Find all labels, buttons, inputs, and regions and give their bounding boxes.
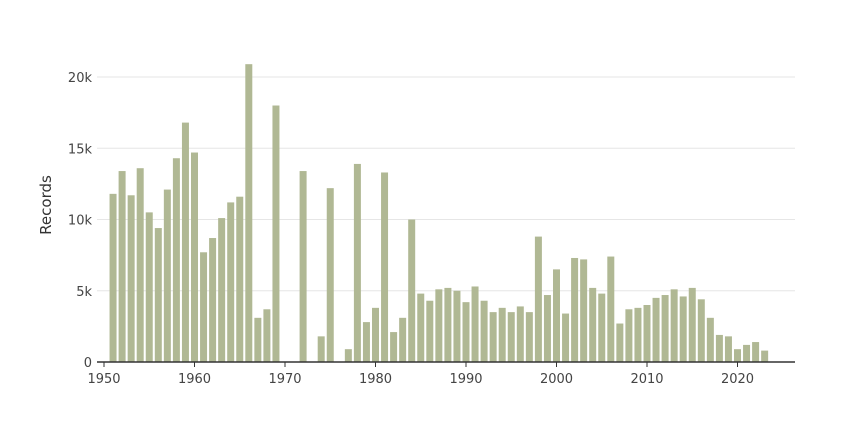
- bar-2021[interactable]: [743, 344, 751, 362]
- bar-1980[interactable]: [372, 307, 379, 362]
- x-tick-label: 1950: [87, 372, 120, 387]
- bar-2010[interactable]: [643, 305, 651, 362]
- x-tick-label: 1980: [359, 372, 392, 387]
- x-tick-label: 2020: [721, 372, 754, 387]
- bar-2012[interactable]: [661, 295, 669, 362]
- bar-1979[interactable]: [362, 322, 370, 362]
- bar-1989[interactable]: [453, 290, 461, 362]
- bar-1997[interactable]: [525, 312, 533, 362]
- bar-1978[interactable]: [353, 163, 361, 362]
- bar-2014[interactable]: [679, 296, 687, 362]
- bar-1975[interactable]: [326, 188, 334, 362]
- x-tick-label: 2010: [630, 372, 663, 387]
- x-tick-label: 1960: [178, 372, 211, 387]
- bar-2015[interactable]: [688, 287, 696, 362]
- bar-2013[interactable]: [670, 289, 678, 362]
- bar-1952[interactable]: [118, 171, 126, 362]
- bar-2005[interactable]: [598, 293, 606, 362]
- bar-1993[interactable]: [489, 312, 497, 362]
- bar-1972[interactable]: [299, 171, 307, 362]
- bar-2011[interactable]: [652, 297, 660, 362]
- bar-1984[interactable]: [408, 219, 416, 363]
- bar-1985[interactable]: [417, 293, 425, 362]
- bar-2018[interactable]: [715, 334, 723, 362]
- bar-2007[interactable]: [616, 323, 624, 362]
- bar-1987[interactable]: [435, 289, 443, 362]
- bars: [109, 64, 769, 363]
- bar-1954[interactable]: [136, 168, 144, 362]
- bar-1959[interactable]: [181, 122, 189, 362]
- bar-1951[interactable]: [109, 193, 117, 362]
- bar-1966[interactable]: [245, 64, 253, 363]
- bar-1974[interactable]: [317, 336, 325, 362]
- bar-1960[interactable]: [191, 152, 198, 362]
- y-tick-label: 15k: [68, 142, 93, 157]
- bar-1998[interactable]: [534, 236, 542, 362]
- bar-2000[interactable]: [553, 269, 560, 362]
- bar-1968[interactable]: [263, 309, 271, 362]
- bar-2022[interactable]: [752, 342, 760, 362]
- bar-1995[interactable]: [507, 312, 515, 362]
- y-tick-label: 20k: [68, 71, 93, 86]
- bar-1956[interactable]: [154, 228, 162, 362]
- bar-1957[interactable]: [163, 189, 171, 362]
- bar-1958[interactable]: [172, 158, 180, 362]
- bar-1969[interactable]: [272, 105, 280, 363]
- bar-2017[interactable]: [706, 317, 714, 362]
- bar-2001[interactable]: [562, 313, 570, 362]
- bar-1977[interactable]: [344, 349, 352, 362]
- bar-1967[interactable]: [254, 317, 262, 362]
- y-tick-label: 10k: [68, 214, 93, 229]
- bar-1996[interactable]: [516, 306, 524, 362]
- bar-1991[interactable]: [471, 286, 479, 362]
- bar-1988[interactable]: [444, 287, 452, 362]
- bar-2019[interactable]: [724, 336, 732, 362]
- y-axis-title: Records: [37, 175, 55, 235]
- x-axis-ticks: 1950 1960 1970 1980 1990 2000 2010 2020: [87, 362, 754, 387]
- bar-1990[interactable]: [462, 302, 470, 362]
- x-tick-label: 1970: [268, 372, 301, 387]
- bar-1999[interactable]: [543, 295, 551, 362]
- bar-2002[interactable]: [571, 257, 579, 362]
- bar-2009[interactable]: [634, 307, 642, 362]
- bar-2016[interactable]: [697, 299, 705, 362]
- bar-1986[interactable]: [426, 300, 434, 362]
- bar-2004[interactable]: [589, 287, 597, 362]
- bar-1961[interactable]: [200, 252, 208, 362]
- bar-2003[interactable]: [580, 259, 588, 362]
- x-tick-label: 2000: [540, 372, 573, 387]
- bar-1962[interactable]: [209, 238, 217, 362]
- bar-2023[interactable]: [761, 350, 769, 362]
- bar-1981[interactable]: [381, 172, 389, 362]
- bar-1953[interactable]: [127, 195, 135, 362]
- bar-2020[interactable]: [734, 349, 741, 362]
- bar-1965[interactable]: [236, 196, 244, 362]
- bar-1994[interactable]: [498, 307, 506, 362]
- x-tick-label: 1990: [449, 372, 482, 387]
- bar-1992[interactable]: [480, 300, 488, 362]
- bar-2006[interactable]: [607, 256, 615, 362]
- bar-2008[interactable]: [625, 309, 633, 362]
- y-tick-label: 5k: [76, 285, 92, 300]
- y-tick-label: 0: [84, 356, 92, 371]
- bar-1982[interactable]: [390, 332, 398, 362]
- bar-1983[interactable]: [399, 317, 407, 362]
- bar-1963[interactable]: [218, 218, 226, 362]
- bar-1955[interactable]: [145, 212, 153, 362]
- bar-1964[interactable]: [227, 202, 235, 362]
- y-axis-ticks: 0 5k 10k 15k 20k: [68, 71, 93, 371]
